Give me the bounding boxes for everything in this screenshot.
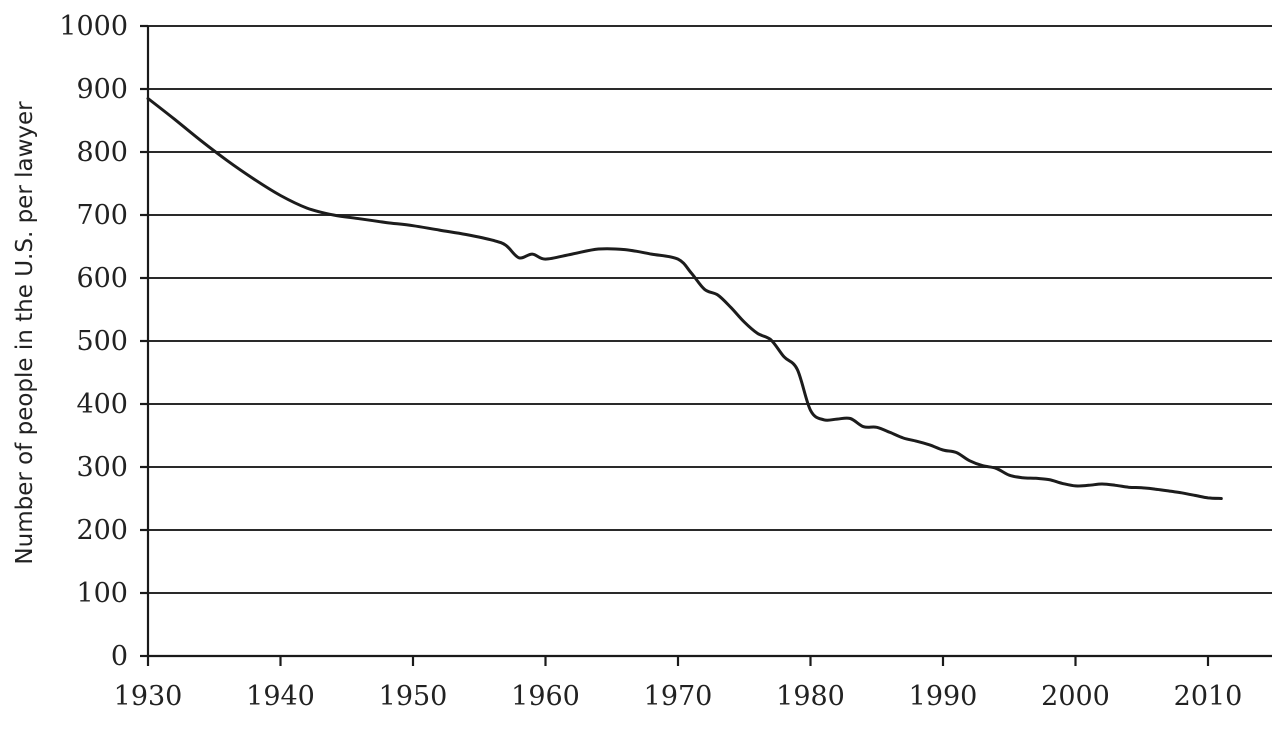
y-tick-label-200: 200 — [76, 515, 128, 546]
x-tick-label-1940: 1940 — [246, 681, 315, 712]
y-tick-label-800: 800 — [76, 137, 128, 168]
x-tick-label-2000: 2000 — [1041, 681, 1110, 712]
y-tick-label-700: 700 — [76, 200, 128, 231]
y-tick-label-0: 0 — [111, 641, 128, 672]
series-line-0 — [146, 97, 1223, 500]
x-tick-label-1990: 1990 — [909, 681, 978, 712]
x-tick-label-1950: 1950 — [379, 681, 448, 712]
y-tick-label-1000: 1000 — [59, 11, 128, 42]
y-tick-label-900: 900 — [76, 74, 128, 105]
plot-series — [146, 97, 1223, 500]
y-tick-label-500: 500 — [76, 326, 128, 357]
y-axis-label: Number of people in the U.S. per lawyer — [12, 101, 38, 565]
x-tick-label-1930: 1930 — [114, 681, 183, 712]
x-tick-label-1980: 1980 — [776, 681, 845, 712]
y-tick-label-600: 600 — [76, 263, 128, 294]
axes — [140, 24, 1272, 658]
x-tick-labels: 1930 1940 1950 1960 1970 1980 1990 2000 2010 — [114, 656, 1243, 712]
gridlines — [148, 25, 1272, 594]
x-tick-label-1970: 1970 — [644, 681, 713, 712]
y-tick-label-400: 400 — [76, 389, 128, 420]
y-tick-label-100: 100 — [76, 578, 128, 609]
x-tick-label-2010: 2010 — [1174, 681, 1243, 712]
y-tick-label-300: 300 — [76, 452, 128, 483]
x-tick-label-1960: 1960 — [511, 681, 580, 712]
y-tick-labels: 0 100 200 300 400 500 600 700 800 900 1000 — [59, 11, 128, 672]
